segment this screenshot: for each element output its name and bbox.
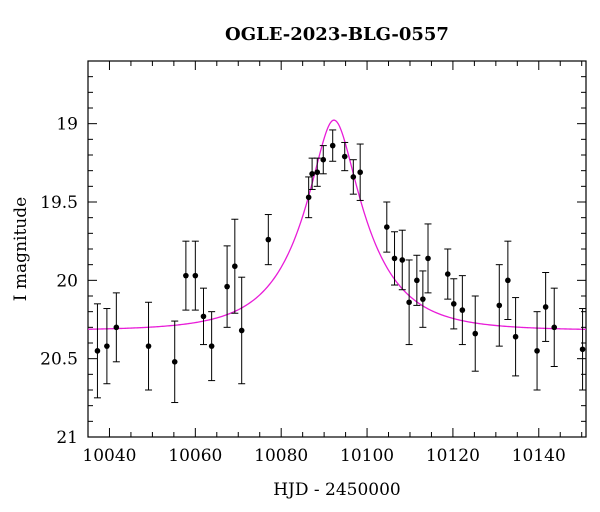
data-point	[313, 157, 321, 187]
data-point	[391, 231, 399, 286]
point-marker	[459, 307, 466, 313]
data-point	[264, 214, 272, 266]
model-curve	[87, 119, 587, 330]
plot-frame	[87, 60, 587, 438]
x-tick-label: 10100	[340, 446, 394, 466]
point-marker	[472, 330, 479, 337]
x-tick-label: 10040	[82, 446, 136, 466]
x-tick-labels: 10040 10060 10080 10100 10120 10140	[82, 446, 565, 466]
point-marker	[350, 174, 357, 180]
point-marker	[265, 236, 272, 243]
point-marker	[200, 313, 207, 320]
point-marker	[341, 153, 348, 160]
y-tick-label: 21	[56, 428, 78, 448]
point-marker	[579, 346, 586, 353]
point-marker	[224, 283, 230, 290]
data-point	[383, 201, 391, 253]
data-point	[424, 223, 432, 294]
data-point	[356, 143, 364, 201]
point-marker	[113, 324, 120, 331]
point-marker	[357, 169, 363, 176]
data-point	[231, 218, 239, 314]
point-marker	[384, 224, 390, 230]
data-point	[223, 245, 231, 328]
data-point	[191, 240, 199, 311]
point-marker	[208, 343, 215, 349]
point-marker	[183, 272, 189, 279]
y-tick-label: 20.5	[40, 350, 78, 370]
data-point	[458, 275, 466, 346]
point-marker	[399, 257, 406, 263]
axis-ticks	[88, 60, 586, 438]
point-marker	[534, 348, 540, 354]
point-marker	[171, 359, 178, 365]
point-marker	[505, 277, 511, 284]
data-point	[145, 301, 153, 391]
y-tick-label: 19.5	[40, 193, 78, 213]
data-point	[349, 159, 357, 195]
point-marker	[192, 272, 199, 279]
x-tick-label: 10140	[512, 446, 566, 466]
point-marker	[444, 271, 451, 277]
point-marker	[414, 277, 420, 284]
data-point	[533, 311, 541, 391]
data-point	[504, 240, 512, 320]
point-marker	[450, 301, 457, 307]
point-marker	[232, 263, 238, 270]
data-point	[171, 320, 179, 404]
data-point	[398, 229, 406, 291]
point-marker	[145, 343, 152, 349]
point-marker	[551, 324, 558, 331]
data-point	[550, 287, 558, 367]
data-point	[341, 141, 349, 172]
x-tick-label: 10080	[254, 446, 308, 466]
point-marker	[94, 348, 101, 354]
data-point	[419, 270, 427, 328]
point-marker	[425, 255, 431, 262]
data-point	[495, 264, 503, 347]
point-marker	[420, 296, 426, 302]
data-point	[208, 311, 216, 382]
data-point	[319, 145, 327, 175]
data-point	[199, 287, 207, 346]
data-point	[329, 129, 337, 162]
data-point	[444, 248, 452, 300]
data-point	[238, 276, 246, 385]
data-point	[413, 254, 421, 306]
chart-title: OGLE-2023-BLG-0557	[225, 24, 449, 45]
data-point	[579, 308, 587, 391]
point-marker	[542, 304, 549, 310]
data-point	[542, 272, 550, 342]
y-tick-labels: 19 19.5 20 20.5 21	[40, 115, 78, 448]
point-marker	[512, 333, 519, 340]
y-tick-label: 20	[56, 271, 78, 291]
data-point	[305, 176, 313, 219]
point-marker	[309, 171, 315, 177]
point-marker	[329, 142, 336, 149]
data-point	[93, 303, 101, 399]
x-axis-label: HJD - 2450000	[273, 480, 401, 500]
data-point	[182, 240, 190, 311]
point-marker	[496, 302, 503, 309]
data-points	[93, 129, 587, 404]
y-axis-label: I magnitude	[11, 197, 31, 301]
data-point	[405, 259, 413, 346]
data-point	[512, 297, 520, 377]
data-point	[103, 308, 111, 385]
data-point	[308, 157, 316, 190]
point-marker	[320, 156, 327, 163]
x-tick-label: 10120	[426, 446, 480, 466]
data-point	[471, 295, 479, 372]
point-marker	[238, 327, 245, 334]
y-tick-label: 19	[56, 115, 78, 135]
point-marker	[391, 255, 398, 262]
data-point	[450, 278, 458, 330]
point-marker	[314, 169, 321, 176]
point-marker	[305, 194, 312, 201]
point-marker	[406, 299, 412, 306]
point-marker	[104, 343, 110, 349]
data-point	[112, 292, 120, 363]
x-tick-label: 10060	[168, 446, 222, 466]
